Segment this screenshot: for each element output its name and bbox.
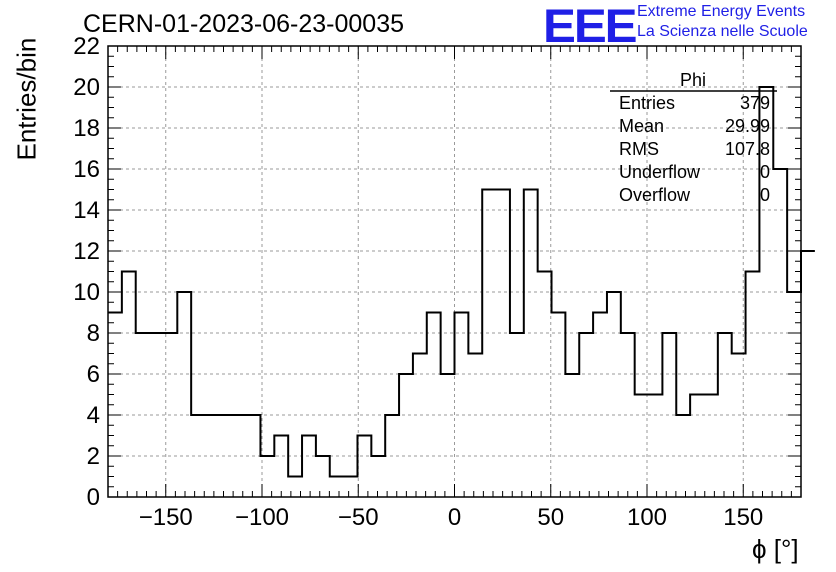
y-tick-label: 22	[73, 33, 100, 60]
x-tick-label: −150	[139, 504, 193, 531]
y-tick-label: 12	[73, 238, 100, 265]
y-tick-label: 4	[87, 402, 100, 429]
y-tick-label: 10	[73, 279, 100, 306]
y-tick-label: 0	[87, 484, 100, 511]
x-tick-label: −50	[338, 504, 379, 531]
y-tick-label: 2	[87, 443, 100, 470]
x-tick-label: 0	[448, 504, 461, 531]
chart-title: CERN-01-2023-06-23-00035	[83, 10, 405, 38]
y-tick-label: 8	[87, 320, 100, 347]
y-tick-labels: 0 2 4 6 8 10 12 14 16 18 20 22	[73, 33, 100, 511]
stat-mean-label: Mean	[619, 116, 665, 136]
x-tick-label: 150	[723, 504, 763, 531]
stat-entries-value: 379	[739, 93, 770, 113]
histogram-step-line	[108, 86, 815, 478]
x-tick-label: 100	[627, 504, 667, 531]
axis-ticks	[108, 45, 801, 498]
y-tick-label: 18	[73, 115, 100, 142]
y-tick-label: 20	[73, 74, 100, 101]
eee-logo-mark: EEE	[543, 0, 638, 52]
stat-underflow-value: 0	[759, 162, 770, 182]
stat-entries-label: Entries	[619, 93, 676, 113]
stat-rms-label: RMS	[619, 139, 659, 159]
y-tick-label: 14	[73, 197, 100, 224]
y-tick-label: 16	[73, 156, 100, 183]
stat-mean-value: 29.99	[724, 116, 770, 136]
x-tick-label: −100	[235, 504, 289, 531]
x-tick-labels: −150 −100 −50 0 50 100 150	[139, 504, 764, 531]
stat-underflow-label: Underflow	[619, 162, 701, 182]
y-tick-label: 6	[87, 361, 100, 388]
stat-overflow-label: Overflow	[619, 185, 691, 205]
stats-box-title: Phi	[680, 70, 707, 90]
x-axis-label: ϕ [°]	[752, 534, 799, 564]
stat-rms-value: 107.8	[724, 139, 770, 159]
stat-overflow-value: 0	[759, 185, 770, 205]
eee-logo-line2: La Scienza nelle Scuole	[637, 23, 808, 40]
grid-lines	[108, 46, 801, 497]
y-axis-label: Entries/bin	[11, 37, 42, 161]
eee-logo-line1: Extreme Energy Events	[637, 3, 806, 20]
x-tick-label: 50	[537, 504, 564, 531]
